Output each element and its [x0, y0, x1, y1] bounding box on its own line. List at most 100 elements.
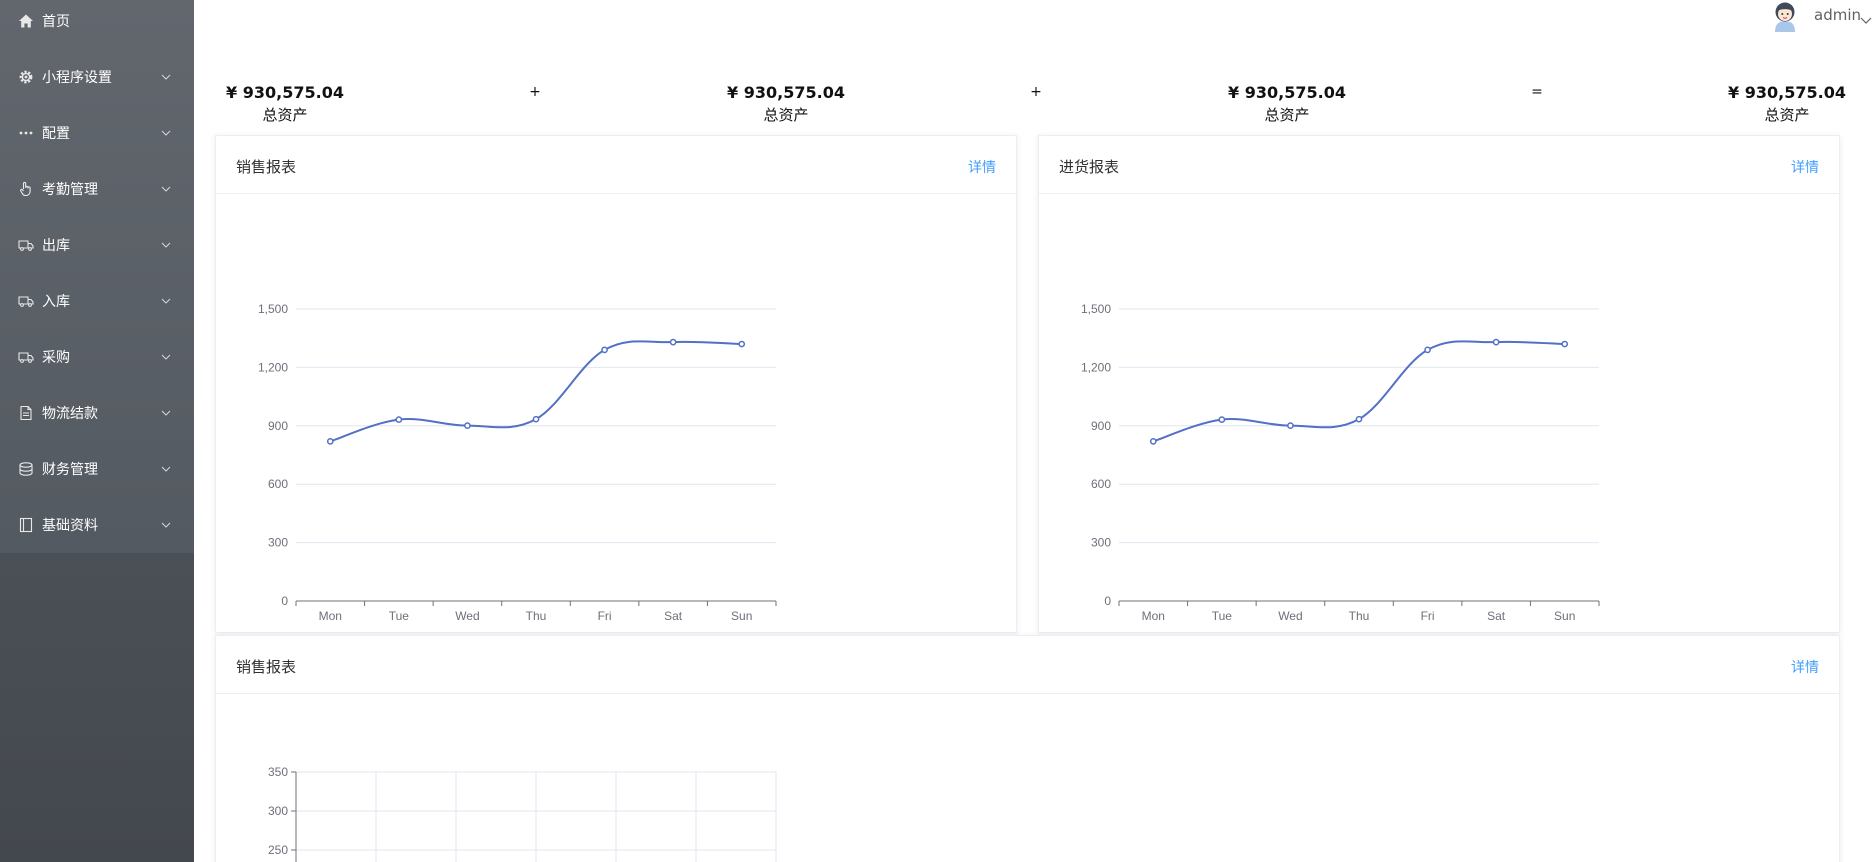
- sidebar-item-label: 考勤管理: [42, 182, 98, 198]
- x-tick-label: Fri: [598, 609, 612, 623]
- chevron-down-icon: [160, 127, 172, 139]
- y-tick-label: 600: [268, 477, 288, 491]
- sidebar-item-inbound[interactable]: 入库: [0, 273, 194, 329]
- pointer-hand-icon: [17, 180, 35, 198]
- y-tick-label: 300: [1091, 536, 1111, 550]
- card-title: 销售报表: [236, 658, 297, 676]
- card-header: 进货报表 详情: [1039, 136, 1839, 194]
- sales-line-chart: 0 300 600 900 1,200 1,500 Mon Tue Wed Thu Fri Sat Su…: [258, 302, 777, 623]
- data-point: [532, 415, 540, 423]
- purchase-report-card: 进货报表 详情 0 300 600 900 1,200 1,500 Mon Tue Wed Thu…: [1038, 135, 1840, 633]
- x-tick-label: Tue: [1212, 609, 1233, 623]
- data-point: [1561, 340, 1569, 348]
- x-tick-label: Sat: [1487, 609, 1506, 623]
- home-icon: [17, 12, 35, 30]
- gear-icon: [17, 68, 35, 86]
- data-point: [1355, 415, 1363, 423]
- y-tick-label: 350: [268, 765, 288, 779]
- chevron-down-icon: [160, 183, 172, 195]
- y-tick-label: 1,500: [1081, 302, 1111, 316]
- card-title: 进货报表: [1059, 158, 1120, 176]
- more-dots-icon: [17, 124, 35, 142]
- sidebar-item-label: 首页: [42, 14, 70, 30]
- y-tick-label: 600: [1091, 477, 1111, 491]
- summary-label: 总资产: [262, 106, 308, 124]
- purchase-line-chart: 0 300 600 900 1,200 1,500 Mon Tue Wed Thu Fri Sat Su…: [1081, 302, 1600, 623]
- x-tick-label: Sun: [731, 609, 752, 623]
- y-tick-label: 1,500: [258, 302, 288, 316]
- x-tick-label: Mon: [319, 609, 342, 623]
- sidebar-item-label: 出库: [42, 238, 70, 254]
- card-title: 销售报表: [236, 158, 297, 176]
- x-tick-label: Sat: [664, 609, 683, 623]
- details-link[interactable]: 详情: [1791, 660, 1819, 676]
- notebook-icon: [17, 516, 35, 534]
- summary-label: 总资产: [1264, 106, 1310, 124]
- chevron-down-icon: [160, 71, 172, 83]
- data-point: [464, 422, 471, 429]
- series-line: [1152, 340, 1565, 443]
- chevron-down-icon: [160, 407, 172, 419]
- x-tick-label: Wed: [455, 609, 479, 623]
- y-tick-label: 250: [268, 843, 288, 857]
- sidebar-menu: 首页 小程序设置 配置 考勤管理 出库: [0, 0, 194, 553]
- sales-report-card-bottom: 销售报表 详情 350 300 250: [215, 635, 1840, 862]
- y-tick-label: 0: [281, 594, 288, 608]
- avatar[interactable]: [1769, 0, 1801, 32]
- chevron-down-icon: [160, 463, 172, 475]
- sidebar-item-logistics-settlement[interactable]: 物流结款: [0, 385, 194, 441]
- y-tick-label: 900: [1091, 419, 1111, 433]
- sidebar-item-config[interactable]: 配置: [0, 105, 194, 161]
- summary-label: 总资产: [763, 106, 809, 124]
- chevron-down-icon: [160, 351, 172, 363]
- sidebar-item-label: 财务管理: [42, 462, 98, 478]
- details-link[interactable]: 详情: [968, 160, 996, 176]
- summary-value: ¥ 930,575.04: [1228, 83, 1346, 102]
- x-tick-label: Thu: [526, 609, 547, 623]
- sidebar-item-label: 采购: [42, 350, 70, 366]
- details-link[interactable]: 详情: [1791, 160, 1819, 176]
- chevron-down-icon[interactable]: [1860, 10, 1872, 24]
- data-point: [669, 338, 677, 346]
- sidebar-item-attendance[interactable]: 考勤管理: [0, 161, 194, 217]
- document-icon: [17, 404, 35, 422]
- data-point: [1492, 338, 1500, 346]
- data-point: [395, 416, 403, 423]
- series-line: [329, 340, 742, 443]
- sales-bar-chart: 350 300 250: [268, 765, 777, 862]
- y-tick-label: 1,200: [258, 360, 288, 374]
- sidebar-item-label: 物流结款: [42, 406, 98, 422]
- summary-operator: +: [529, 84, 541, 100]
- data-point: [738, 340, 746, 348]
- summary-operator: =: [1531, 84, 1543, 100]
- sidebar-item-procurement[interactable]: 采购: [0, 329, 194, 385]
- chevron-down-icon: [160, 239, 172, 251]
- y-tick-label: 900: [268, 419, 288, 433]
- x-tick-label: Fri: [1421, 609, 1435, 623]
- data-point: [326, 438, 334, 445]
- chevron-down-icon: [160, 519, 172, 531]
- truck-icon: [17, 236, 35, 254]
- sidebar-item-label: 基础资料: [42, 518, 98, 534]
- sidebar-item-label: 配置: [42, 126, 70, 142]
- card-header: 销售报表 详情: [216, 136, 1016, 194]
- summary-value: ¥ 930,575.04: [1728, 83, 1846, 102]
- y-tick-label: 300: [268, 536, 288, 550]
- sidebar-item-basic-data[interactable]: 基础资料: [0, 497, 194, 553]
- sidebar-item-home[interactable]: 首页: [0, 0, 194, 49]
- username[interactable]: admin: [1814, 6, 1861, 24]
- x-tick-label: Thu: [1349, 609, 1370, 623]
- y-tick-label: 1,200: [1081, 360, 1111, 374]
- data-point: [1149, 438, 1157, 445]
- sidebar: 首页 小程序设置 配置 考勤管理 出库: [0, 0, 194, 862]
- summary-value: ¥ 930,575.04: [226, 83, 344, 102]
- sidebar-item-finance[interactable]: 财务管理: [0, 441, 194, 497]
- sidebar-item-label: 小程序设置: [42, 70, 112, 86]
- summary-operator: +: [1030, 84, 1042, 100]
- sidebar-item-miniprogram-settings[interactable]: 小程序设置: [0, 49, 194, 105]
- y-tick-label: 0: [1104, 594, 1111, 608]
- x-tick-label: Wed: [1278, 609, 1302, 623]
- sidebar-item-outbound[interactable]: 出库: [0, 217, 194, 273]
- summary-label: 总资产: [1764, 106, 1810, 124]
- data-point: [1218, 416, 1226, 423]
